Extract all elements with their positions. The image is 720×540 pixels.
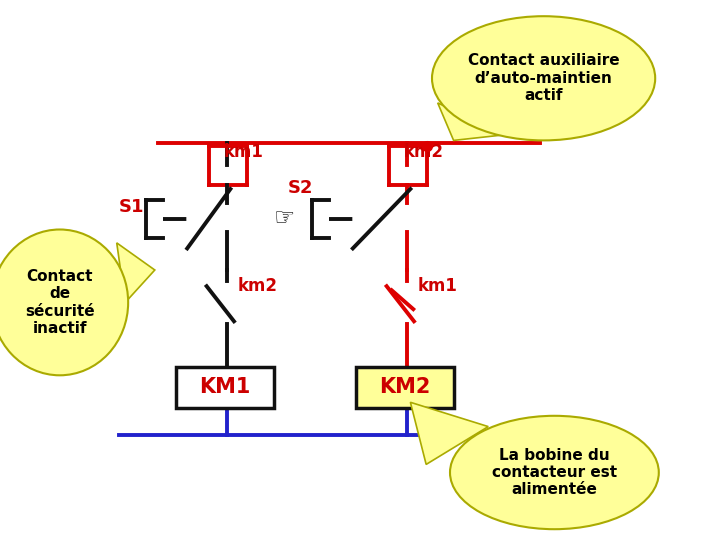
Ellipse shape — [450, 416, 659, 529]
Text: ☞: ☞ — [274, 207, 295, 231]
Text: KM2: KM2 — [379, 377, 431, 397]
Text: km1: km1 — [223, 143, 263, 160]
FancyBboxPatch shape — [176, 367, 274, 408]
Ellipse shape — [0, 230, 128, 375]
Ellipse shape — [432, 16, 655, 140]
Text: km1: km1 — [418, 276, 457, 294]
Polygon shape — [117, 243, 155, 302]
Text: km2: km2 — [238, 276, 278, 294]
Text: Contact
de
sécurité
inactif: Contact de sécurité inactif — [25, 269, 94, 336]
Text: KM1: KM1 — [199, 377, 251, 397]
Text: km2: km2 — [403, 143, 444, 160]
Text: La bobine du
contacteur est
alimentée: La bobine du contacteur est alimentée — [492, 448, 617, 497]
Text: S1: S1 — [119, 198, 144, 215]
FancyBboxPatch shape — [356, 367, 454, 408]
Polygon shape — [410, 402, 488, 464]
Text: Contact auxiliaire
d’auto-maintien
actif: Contact auxiliaire d’auto-maintien actif — [468, 53, 619, 103]
Polygon shape — [438, 103, 505, 140]
Text: S2: S2 — [288, 179, 313, 197]
